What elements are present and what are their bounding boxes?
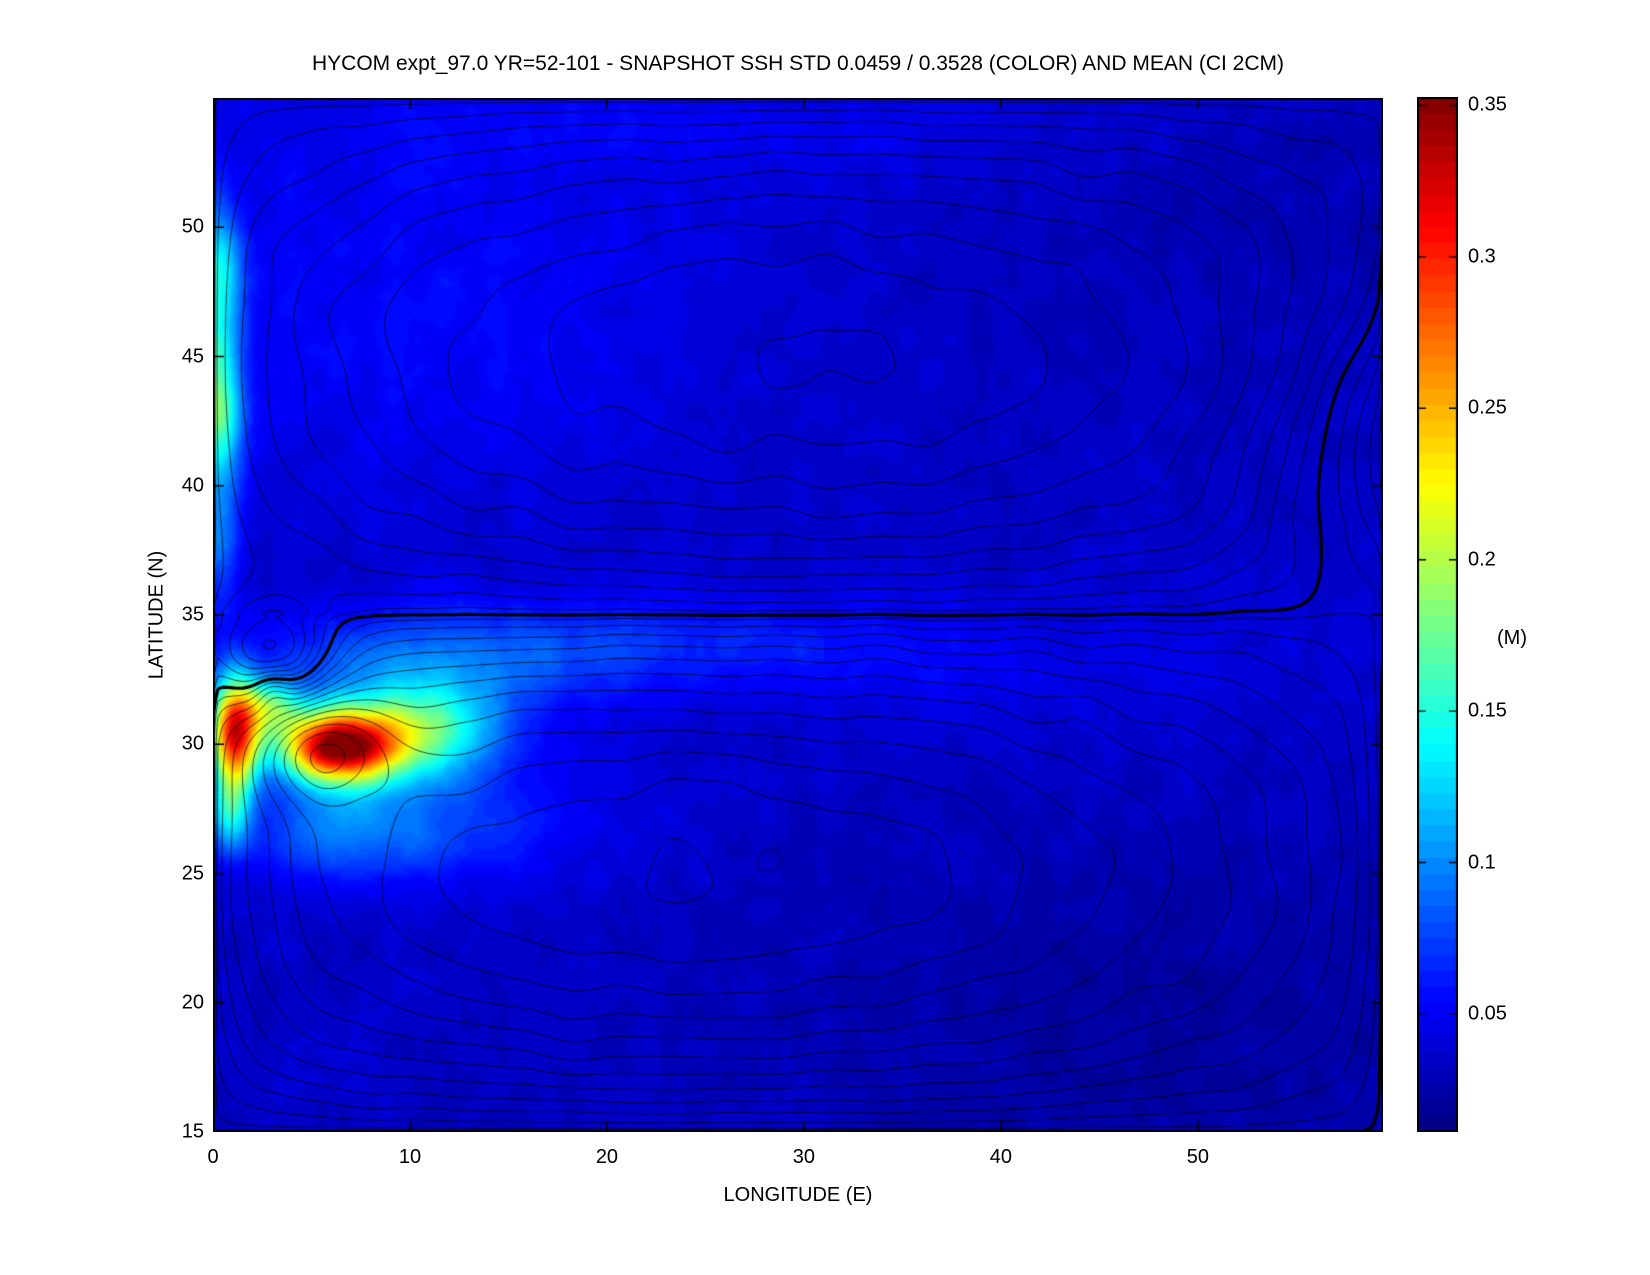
x-tick-label: 10 <box>398 1146 422 1168</box>
colorbar-canvas <box>1417 97 1458 1132</box>
colorbar-tick-label: 0.1 <box>1468 851 1496 873</box>
colorbar-tick-label: 0.35 <box>1468 93 1507 116</box>
colorbar-tick-label: 0.2 <box>1468 548 1496 571</box>
y-tick-label: 15 <box>181 1120 204 1143</box>
heatmap-canvas <box>213 98 1383 1132</box>
y-tick-label: 40 <box>181 474 204 497</box>
colorbar-tick-label: 0.05 <box>1468 1002 1507 1025</box>
x-tick-label: 0 <box>207 1146 219 1168</box>
y-tick-label: 30 <box>181 732 204 755</box>
x-tick-label: 50 <box>1186 1146 1209 1168</box>
colorbar-tick-label: 0.3 <box>1468 245 1496 268</box>
colorbar-tick-label: 0.25 <box>1468 396 1507 419</box>
plot-title: HYCOM expt_97.0 YR=52-101 - SNAPSHOT SSH… <box>312 52 1284 75</box>
x-tick-label: 20 <box>595 1146 619 1168</box>
x-axis-label: LONGITUDE (E) <box>723 1184 873 1206</box>
x-tick-label: 30 <box>792 1146 816 1168</box>
y-tick-label: 50 <box>181 215 204 238</box>
colorbar-units-label: (M) <box>1497 627 1527 649</box>
y-axis-label: LATITUDE (N) <box>145 550 168 680</box>
y-tick-label: 35 <box>181 603 204 626</box>
y-tick-label: 45 <box>181 345 204 367</box>
y-tick-label: 25 <box>181 862 204 884</box>
colorbar-tick-label: 0.15 <box>1468 699 1507 722</box>
y-tick-label: 20 <box>181 991 204 1014</box>
x-tick-label: 40 <box>989 1146 1012 1168</box>
